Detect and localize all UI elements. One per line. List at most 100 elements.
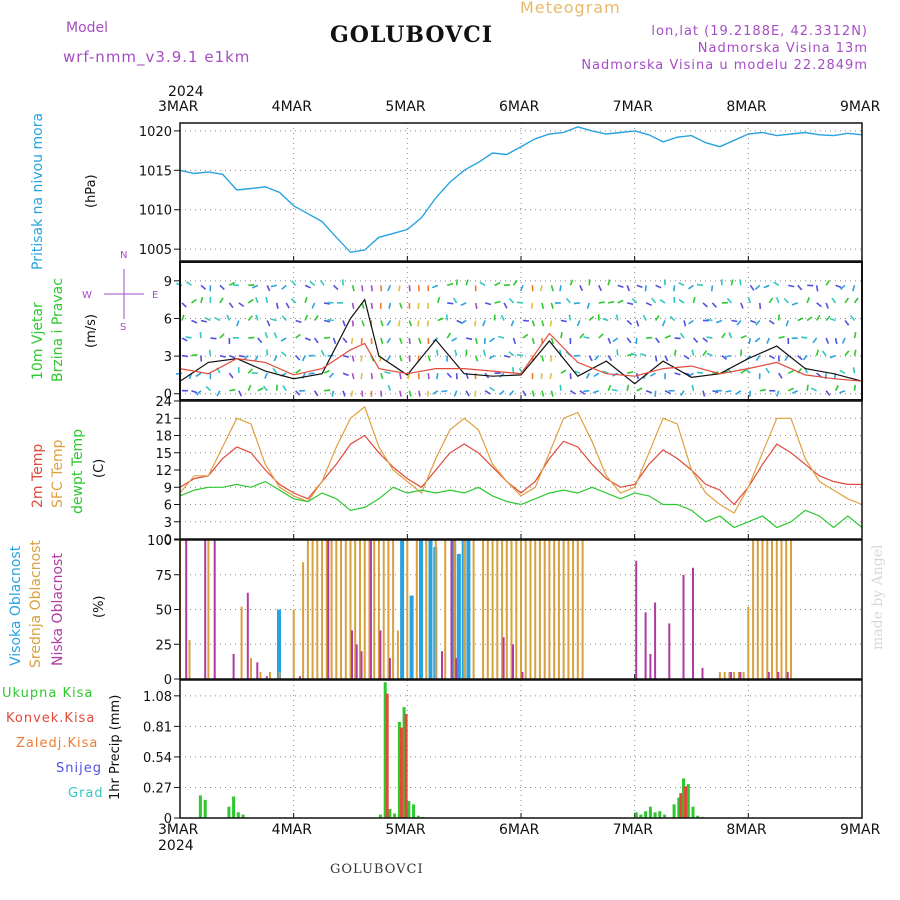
- wind-barb: [208, 349, 212, 356]
- wind-barb: [834, 337, 838, 345]
- legend-total-rain: Ukupna Kisa: [2, 686, 94, 701]
- wind-barb: [313, 337, 319, 344]
- wind-barb: [386, 355, 392, 362]
- wind-barb: [748, 390, 752, 397]
- wind-barb: [550, 285, 554, 292]
- wind-barb: [541, 355, 545, 362]
- wind-barb: [494, 300, 501, 304]
- wind-barb: [692, 337, 699, 343]
- wind-barb: [384, 371, 391, 374]
- wind-barb: [607, 355, 613, 362]
- precip-bar: [653, 812, 657, 818]
- cloud-bar: [292, 609, 295, 679]
- wind-barb: [550, 337, 555, 344]
- wind-barb: [702, 350, 708, 357]
- wind-barb: [626, 337, 632, 344]
- wind-barb: [712, 389, 719, 394]
- wind-barb: [342, 320, 346, 327]
- wind-barb: [489, 386, 496, 392]
- wind-barb: [266, 285, 271, 292]
- wind-barb: [550, 390, 554, 397]
- precip-bar: [648, 806, 652, 818]
- wind-barb: [841, 337, 846, 344]
- wind-barb: [445, 314, 449, 321]
- cloud-bar: [400, 540, 405, 679]
- wind-barb: [801, 336, 808, 339]
- wind-barb: [503, 302, 508, 309]
- wind-barb: [679, 332, 685, 339]
- cloud-bar: [505, 540, 508, 679]
- cloud-bar: [359, 540, 361, 679]
- cloud-bar: [729, 672, 732, 679]
- wind-barb: [598, 301, 605, 304]
- cloud-bar: [434, 540, 437, 679]
- wind-barb: [797, 284, 803, 291]
- wind-barb: [583, 389, 590, 393]
- cloud-bar: [501, 540, 504, 679]
- wind-barb: [460, 319, 467, 325]
- cloud-bar: [733, 672, 736, 679]
- wind-barb: [612, 337, 619, 343]
- precip-bar: [696, 815, 700, 818]
- wind-barb: [784, 355, 789, 362]
- wind-barb: [199, 332, 202, 339]
- cloud-bar: [409, 595, 414, 679]
- wind-barb: [304, 296, 308, 304]
- wind-barb: [759, 388, 766, 392]
- cloud-bar: [330, 540, 333, 679]
- cloud-bar: [576, 540, 579, 679]
- wind-gust-line: [179, 332, 863, 382]
- cloud-bar: [557, 540, 560, 679]
- cloud-bar: [298, 676, 301, 679]
- wind-barb: [825, 302, 829, 309]
- wind-barb: [636, 284, 643, 289]
- wind-barb: [683, 320, 687, 327]
- cloud-bar: [562, 540, 565, 679]
- wind-barb: [573, 302, 580, 305]
- y-tick-label: 18: [155, 430, 172, 445]
- wind-barb: [598, 333, 604, 339]
- wind-barb: [721, 332, 726, 339]
- year-top: 2024: [168, 84, 204, 100]
- wind-barb: [626, 384, 630, 391]
- cloud-bar: [250, 658, 252, 679]
- wind-barb: [627, 302, 634, 306]
- wind-barb: [611, 388, 618, 392]
- wind-barb: [331, 390, 335, 397]
- wind-barb: [497, 335, 505, 339]
- wind-barb: [787, 370, 795, 374]
- wind-barb: [205, 385, 211, 392]
- cloud-bar: [256, 662, 259, 679]
- wind-barb: [465, 337, 473, 341]
- wind-barb: [608, 300, 615, 304]
- cloud-bar: [777, 672, 780, 679]
- wind-barb: [228, 372, 234, 379]
- cloud-bar: [355, 644, 358, 680]
- cloud-bar: [790, 540, 792, 679]
- wind-barb: [739, 279, 742, 286]
- cloud-bar: [392, 540, 395, 679]
- wind-barb: [655, 284, 662, 289]
- legend-hail: Grad: [68, 786, 104, 801]
- wind-barb: [181, 314, 185, 321]
- wind-barb: [447, 302, 454, 305]
- cloud-bar: [360, 651, 363, 679]
- wind-barb: [282, 385, 287, 392]
- wind-barb: [730, 279, 734, 286]
- y-tick-label: 6: [164, 312, 172, 327]
- cloud-bar: [354, 540, 357, 679]
- wind-barb: [592, 389, 600, 394]
- wind-barb: [451, 337, 458, 342]
- cloud-bar: [302, 562, 305, 679]
- cloud-bar: [728, 672, 731, 679]
- wind-barb: [522, 333, 529, 339]
- wind-barb: [238, 390, 243, 397]
- wind-barb: [295, 319, 302, 324]
- cloud-bar: [379, 630, 382, 679]
- wind-barb: [272, 367, 278, 374]
- wind-barb: [456, 319, 463, 324]
- wind-barb: [541, 302, 545, 309]
- wind-barb: [607, 279, 611, 286]
- wind-barb: [228, 281, 235, 287]
- cloud-bar: [396, 630, 399, 679]
